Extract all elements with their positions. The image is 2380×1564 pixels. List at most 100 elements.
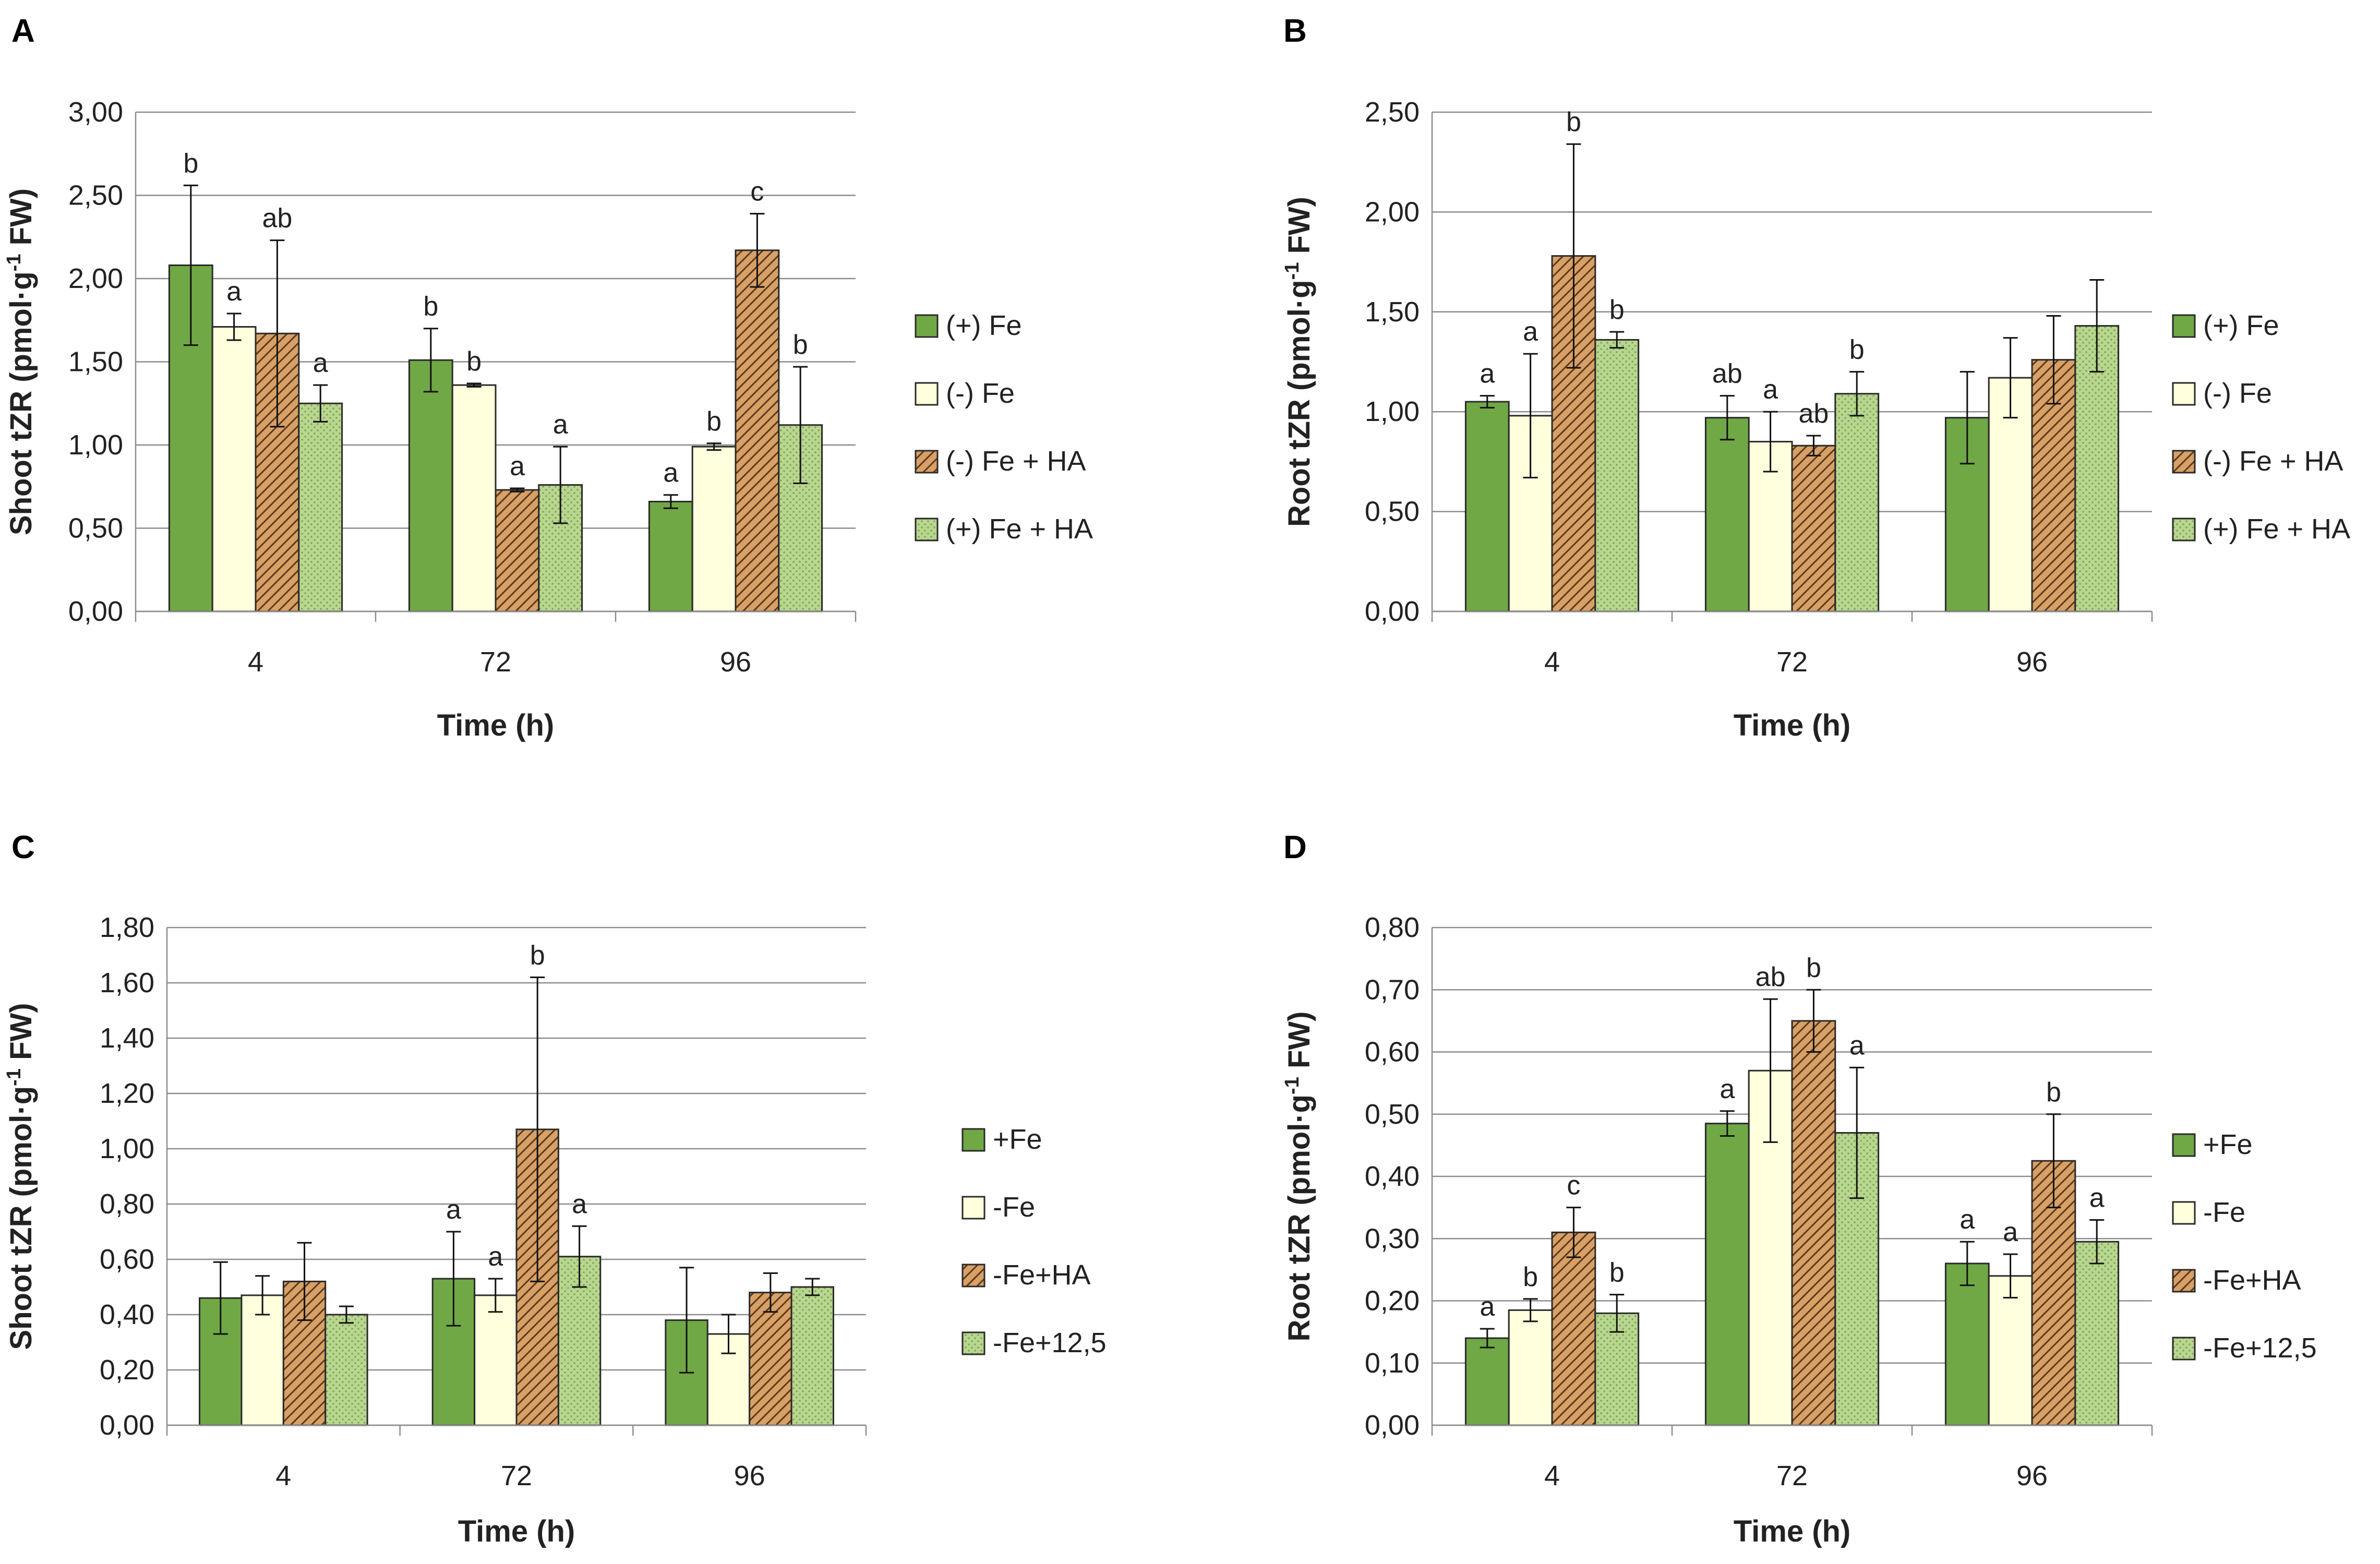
significance-letter: a: [446, 1195, 461, 1225]
y-tick-label: 0,60: [1365, 1037, 1420, 1068]
legend-swatch-green: [915, 314, 939, 338]
significance-letter: b: [2046, 1077, 2061, 1108]
legend-swatch-hatch: [915, 450, 939, 474]
legend-label: +Fe: [2203, 1129, 2253, 1160]
legend-swatch-green: [2172, 314, 2196, 338]
legend-label: -Fe+12,5: [2203, 1332, 2317, 1364]
legend-swatch-cream: [2172, 382, 2196, 406]
significance-letter: c: [750, 177, 764, 207]
y-tick-label: 1,50: [1365, 296, 1420, 328]
bar-dots: [298, 402, 343, 612]
significance-letter: b: [423, 292, 438, 322]
bar-dots: [2074, 1241, 2120, 1426]
x-tick-label: 4: [1544, 646, 1560, 678]
legend-swatch-dots: [961, 1331, 985, 1355]
significance-letter: b: [1806, 953, 1821, 983]
y-axis-title-superscript: -1: [1281, 262, 1303, 280]
significance-letter: a: [663, 458, 678, 488]
x-tick-label: 96: [734, 1460, 765, 1491]
significance-letter: c: [1567, 1171, 1580, 1201]
y-tick-label: 2,50: [68, 180, 123, 211]
bar-cream: [451, 384, 497, 612]
panel-a: A0,000,501,001,502,002,503,004baaba72bba…: [3, 13, 1093, 742]
y-axis-title: Root tZR (pmol·g-1 FW): [1281, 1012, 1316, 1342]
y-tick-label: 0,00: [68, 596, 123, 627]
panel-c: C 0,00 0,20 0,40 0,60 0,80 1,00 1,20 1,40 1,60 1,8…: [3, 829, 1107, 1548]
y-axis-title: Shoot tZR (pmol·g-1 FW): [3, 1003, 38, 1350]
x-tick-label: 96: [720, 646, 751, 678]
y-tick-label: 1,80: [100, 912, 154, 943]
legend-swatch-hatch: [2172, 450, 2196, 474]
y-axis-title-end: FW): [1282, 1012, 1316, 1077]
significance-letter: a: [488, 1242, 503, 1272]
bar-cream: [474, 1294, 518, 1426]
significance-letter: b: [793, 330, 808, 360]
significance-letter: a: [313, 348, 328, 378]
significance-letter: a: [572, 1189, 587, 1219]
bar-dots: [1834, 393, 1880, 612]
legend-label: (+) Fe + HA: [2203, 513, 2350, 545]
significance-letter: a: [2003, 1217, 2018, 1247]
significance-letter: a: [2089, 1183, 2105, 1213]
y-tick-label: 0,50: [1365, 1099, 1420, 1130]
y-axis-title-main: Shoot tZR (pmol·g: [4, 1086, 38, 1350]
significance-letter: a: [1960, 1205, 1975, 1235]
legend-label: -Fe+12,5: [993, 1327, 1107, 1358]
legend-label: (-) Fe: [2203, 378, 2272, 409]
significance-letter: ab: [262, 203, 292, 234]
bar-hatch: [495, 489, 540, 612]
y-axis-title-end: FW): [4, 188, 38, 254]
bar-dots: [1594, 339, 1640, 612]
y-tick-label: 0,80: [100, 1188, 154, 1220]
x-axis-title: Time (h): [1734, 1514, 1851, 1548]
x-tick-label: 72: [1776, 1460, 1808, 1491]
panel-letter: C: [11, 829, 35, 865]
significance-letter: b: [1609, 1258, 1625, 1288]
y-tick-label: 0,40: [100, 1299, 154, 1330]
panel-d: D0,000,100,200,300,400,500,600,700,804ab…: [1281, 829, 2317, 1548]
significance-letter: a: [1849, 1030, 1865, 1061]
x-axis-title: Time (h): [1734, 708, 1851, 742]
panel-letter: A: [11, 13, 35, 49]
bar-green: [1944, 1262, 1990, 1426]
bar-cream: [691, 446, 737, 612]
legend-swatch-cream: [961, 1196, 985, 1220]
y-tick-label: 0,20: [100, 1354, 154, 1386]
significance-letter: b: [1566, 107, 1581, 137]
significance-letter: a: [553, 410, 568, 440]
bar-dots: [324, 1314, 368, 1426]
y-tick-label: 0,50: [68, 513, 123, 544]
significance-letter: a: [510, 451, 525, 482]
y-axis-title-end: FW): [1282, 197, 1316, 262]
y-axis-title-main: Shoot tZR (pmol·g: [4, 271, 38, 535]
x-tick-label: 96: [2016, 1460, 2048, 1491]
y-tick-label: 2,00: [68, 263, 123, 294]
panel-letter: B: [1283, 13, 1307, 49]
significance-letter: b: [183, 148, 198, 178]
legend-label: (+) Fe + HA: [946, 513, 1093, 545]
y-axis-title-main: Root tZR (pmol·g: [1282, 1094, 1316, 1342]
significance-letter: a: [1720, 1074, 1735, 1104]
legend-swatch-green: [961, 1128, 985, 1152]
y-tick-label: 0,00: [1365, 596, 1420, 627]
y-tick-label: 0,70: [1365, 974, 1420, 1005]
significance-letter: b: [1523, 1262, 1538, 1292]
significance-letter: ab: [1756, 962, 1786, 992]
significance-letter: a: [1763, 375, 1778, 405]
legend-label: (+) Fe: [2203, 310, 2279, 341]
y-tick-label: 1,00: [100, 1133, 154, 1164]
y-tick-label: 0,60: [100, 1244, 154, 1275]
bar-hatch: [1791, 444, 1836, 612]
y-tick-label: 0,50: [1365, 496, 1420, 527]
legend-label: -Fe+HA: [993, 1259, 1091, 1291]
y-tick-label: 1,60: [100, 967, 154, 998]
y-tick-label: 1,00: [1365, 396, 1420, 427]
legend-label: (-) Fe: [946, 378, 1015, 409]
significance-letter: b: [466, 346, 482, 377]
legend-swatch-cream: [915, 382, 939, 406]
bar-cream: [1988, 1275, 2033, 1426]
x-tick-label: 4: [275, 1460, 291, 1491]
y-axis-title-superscript: -1: [1281, 1077, 1303, 1094]
significance-letter: b: [706, 406, 722, 437]
